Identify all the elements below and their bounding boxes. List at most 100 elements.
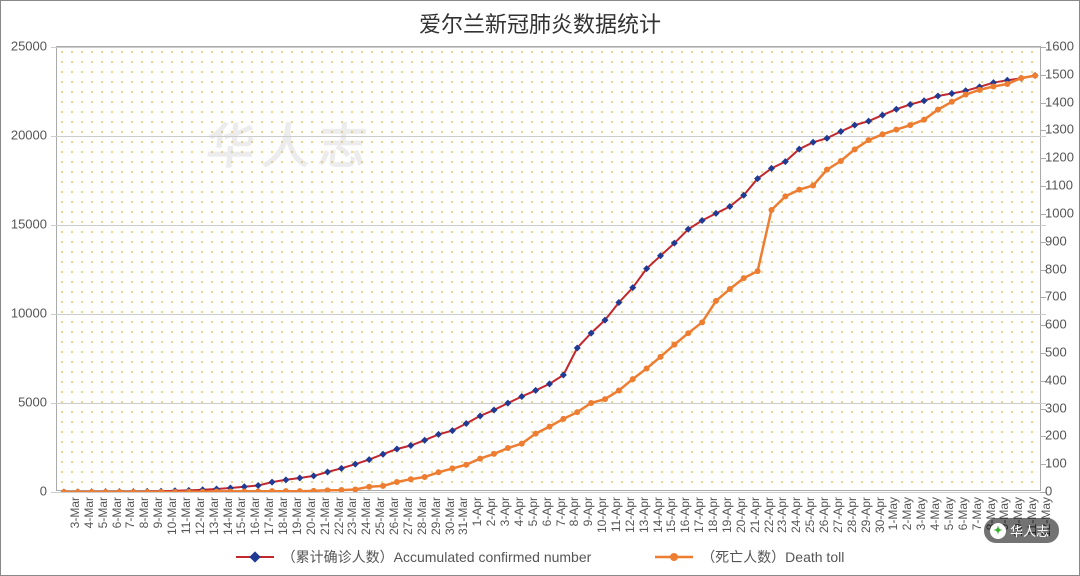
- y-right-tick-label: 1500: [1045, 66, 1074, 81]
- plot-svg: [57, 47, 1042, 492]
- marker-deaths: [574, 409, 580, 415]
- marker-accumulated: [504, 400, 511, 407]
- marker-deaths: [394, 479, 400, 485]
- y-left-tick-label: 0: [40, 484, 47, 499]
- x-tick-label: 26-Mar: [387, 497, 401, 535]
- marker-accumulated: [518, 393, 525, 400]
- marker-deaths: [158, 489, 164, 492]
- x-tick-label: 8-Mar: [137, 497, 151, 528]
- marker-deaths: [311, 488, 317, 492]
- marker-accumulated: [810, 139, 817, 146]
- legend-label-accumulated: （累计确诊人数）Accumulated confirmed number: [282, 547, 592, 567]
- y-right-tick-label: 1400: [1045, 94, 1074, 109]
- marker-deaths: [547, 424, 553, 430]
- marker-deaths: [838, 158, 844, 164]
- marker-deaths: [602, 396, 608, 402]
- marker-deaths: [89, 489, 95, 492]
- x-tick-label: 27-Mar: [401, 497, 415, 535]
- x-tick-label: 6-Mar: [110, 497, 124, 528]
- marker-deaths: [1018, 75, 1024, 81]
- marker-deaths: [782, 193, 788, 199]
- marker-deaths: [644, 366, 650, 372]
- marker-deaths: [630, 376, 636, 382]
- x-tick-label: 26-Apr: [817, 497, 831, 533]
- marker-deaths: [130, 489, 136, 492]
- x-tick-label: 10-Mar: [165, 497, 179, 535]
- marker-accumulated: [380, 451, 387, 458]
- x-tick-label: 16-Mar: [248, 497, 262, 535]
- marker-deaths: [935, 107, 941, 113]
- chart-container: 爱尔兰新冠肺炎数据统计 华人志 050001000015000200002500…: [0, 0, 1080, 576]
- marker-deaths: [1032, 73, 1038, 79]
- x-tick-label: 15-Mar: [234, 497, 248, 535]
- marker-deaths: [727, 286, 733, 292]
- x-tick-label: 3-Mar: [68, 497, 82, 528]
- x-tick-label: 5-Apr: [526, 497, 540, 526]
- marker-deaths: [408, 476, 414, 482]
- x-tick-label: 31-Mar: [456, 497, 470, 535]
- marker-deaths: [921, 117, 927, 123]
- x-tick-label: 13-Mar: [207, 497, 221, 535]
- marker-deaths: [741, 275, 747, 281]
- marker-accumulated: [282, 476, 289, 483]
- x-tick-label: 9-Apr: [581, 497, 595, 526]
- marker-deaths: [463, 462, 469, 468]
- x-tick-label: 19-Apr: [720, 497, 734, 533]
- marker-deaths: [352, 486, 358, 492]
- legend-swatch-accumulated: [236, 550, 274, 564]
- x-tick-label: 7-Apr: [554, 497, 568, 526]
- x-tick-label: 16-Apr: [678, 497, 692, 533]
- marker-deaths: [671, 342, 677, 348]
- marker-deaths: [297, 488, 303, 492]
- x-tick-label: 1-May: [886, 497, 900, 530]
- watermark-bubble: ✦ 华人志: [984, 518, 1059, 543]
- x-tick-label: 4-Apr: [512, 497, 526, 526]
- marker-accumulated: [865, 118, 872, 125]
- marker-deaths: [491, 451, 497, 457]
- marker-deaths: [255, 488, 261, 492]
- plot-area: 华人志: [56, 46, 1041, 491]
- x-tick-label: 6-May: [956, 497, 970, 530]
- marker-accumulated: [934, 92, 941, 99]
- marker-deaths: [241, 488, 247, 492]
- watermark-bubble-text: 华人志: [1010, 521, 1049, 540]
- marker-deaths: [283, 488, 289, 492]
- x-tick-label: 20-Apr: [734, 497, 748, 533]
- marker-deaths: [325, 487, 331, 492]
- x-tick-label: 7-May: [970, 497, 984, 530]
- y-right-tick-label: 1600: [1045, 39, 1074, 54]
- x-tick-label: 2-Apr: [484, 497, 498, 526]
- marker-accumulated: [879, 112, 886, 119]
- marker-accumulated: [255, 482, 262, 489]
- marker-accumulated: [823, 135, 830, 142]
- x-tick-label: 6-Apr: [540, 497, 554, 526]
- marker-deaths: [103, 489, 109, 492]
- marker-accumulated: [269, 479, 276, 486]
- marker-deaths: [269, 488, 275, 492]
- x-tick-label: 12-Apr: [623, 497, 637, 533]
- wechat-icon: ✦: [990, 523, 1006, 539]
- marker-deaths: [685, 330, 691, 336]
- x-tick-label: 30-Apr: [873, 497, 887, 533]
- marker-deaths: [449, 465, 455, 471]
- y-right-tick-label: 300: [1045, 400, 1067, 415]
- legend-label-deaths: （死亡人数）Death toll: [701, 547, 844, 567]
- y-left-tick-label: 25000: [11, 39, 47, 54]
- y-left-tick-label: 5000: [18, 395, 47, 410]
- marker-accumulated: [366, 456, 373, 463]
- marker-accumulated: [449, 427, 456, 434]
- x-tick-label: 2-May: [900, 497, 914, 530]
- x-tick-label: 15-Apr: [664, 497, 678, 533]
- x-tick-label: 3-Apr: [498, 497, 512, 526]
- marker-accumulated: [296, 475, 303, 482]
- y-right-tick-label: 900: [1045, 233, 1067, 248]
- marker-accumulated: [407, 442, 414, 449]
- y-right-tick-label: 1000: [1045, 205, 1074, 220]
- marker-deaths: [366, 484, 372, 490]
- legend-swatch-deaths: [655, 550, 693, 564]
- y-right-tick-label: 800: [1045, 261, 1067, 276]
- marker-deaths: [907, 122, 913, 128]
- marker-accumulated: [851, 122, 858, 129]
- marker-accumulated: [310, 472, 317, 479]
- x-tick-label: 22-Apr: [762, 497, 776, 533]
